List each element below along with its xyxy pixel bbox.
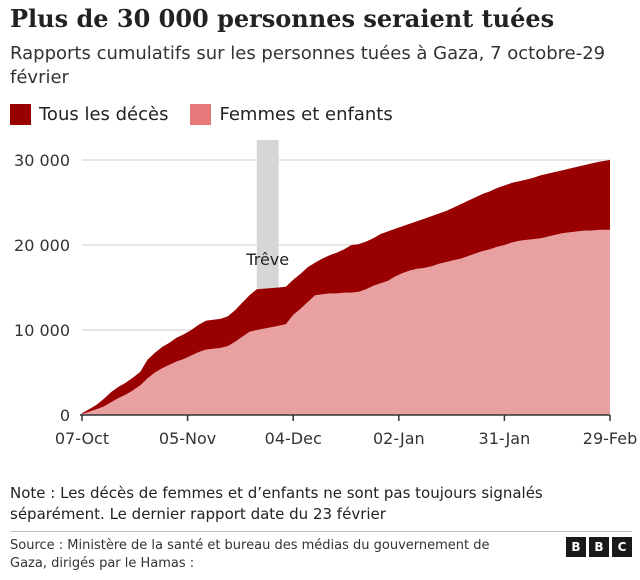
truce-label: Trêve — [245, 250, 289, 269]
x-tick-label: 07-Oct — [55, 429, 109, 448]
x-tick-label: 29-Feb — [583, 429, 637, 448]
legend-label-women-children: Femmes et enfants — [219, 104, 393, 125]
y-tick-label: 30 000 — [14, 151, 70, 170]
tick-labels: 0 10 000 20 000 30 000 Trêve 07-Oct 05-Nov 04-D… — [14, 151, 637, 448]
x-tick-label: 05-Nov — [159, 429, 216, 448]
axes — [80, 414, 611, 421]
area-chart: 0 10 000 20 000 30 000 Trêve 07-Oct 05-Nov 04-D… — [14, 140, 637, 448]
x-tick-label: 04-Dec — [265, 429, 322, 448]
legend-label-all-deaths: Tous les décès — [39, 104, 169, 125]
area-series-group — [82, 160, 610, 415]
bbc-logo: B B C — [566, 537, 632, 557]
bbc-logo-letter: C — [612, 537, 632, 557]
bbc-logo-letter: B — [589, 537, 609, 557]
footer-divider — [10, 531, 632, 532]
chart-note: Note : Les décès de femmes et d’enfants … — [10, 484, 543, 523]
y-tick-label: 0 — [60, 406, 70, 425]
legend-swatch-all-deaths — [10, 104, 31, 125]
legend-item-all-deaths: Tous les décès — [10, 104, 168, 125]
y-tick-label: 20 000 — [14, 236, 70, 255]
x-tick-label: 31-Jan — [479, 429, 531, 448]
y-tick-label: 10 000 — [14, 321, 70, 340]
legend-item-women-children: Femmes et enfants — [190, 104, 393, 125]
chart-title: Plus de 30 000 personnes seraient tuées — [10, 4, 555, 33]
chart-subtitle: Rapports cumulatifs sur les personnes tu… — [10, 43, 606, 88]
area-women-children — [82, 229, 610, 415]
legend-swatch-women-children — [190, 104, 212, 125]
chart-source: Source : Ministère de la santé et bureau… — [10, 538, 490, 571]
legend: Tous les décès Femmes et enfants — [10, 104, 415, 125]
x-tick-label: 02-Jan — [373, 429, 425, 448]
bbc-logo-letter: B — [566, 537, 586, 557]
